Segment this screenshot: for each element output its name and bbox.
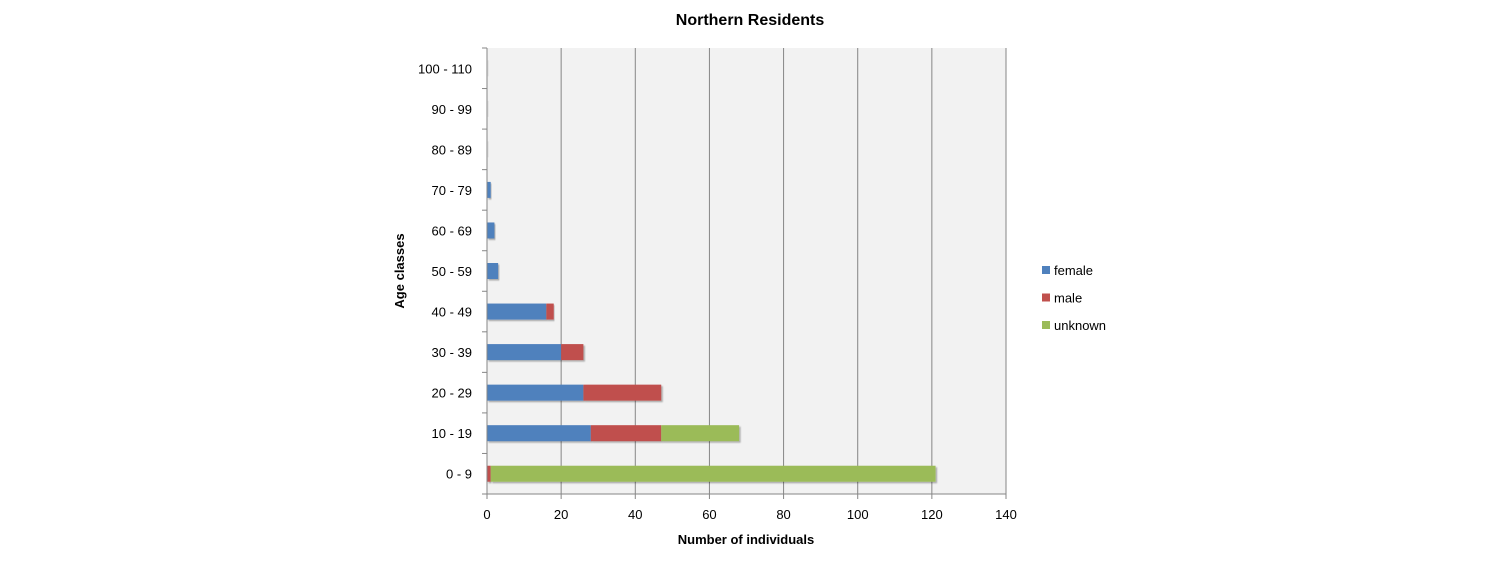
legend-swatch-unknown — [1042, 321, 1050, 329]
plot-area — [487, 48, 1006, 494]
y-tick-label: 10 - 19 — [432, 426, 472, 441]
bar-empty-8 — [487, 141, 489, 158]
x-tick-label: 120 — [921, 507, 943, 522]
x-tick-label: 40 — [628, 507, 642, 522]
chart-title: Northern Residents — [676, 12, 825, 29]
bar-empty-9 — [487, 100, 489, 117]
bar-male-3 — [561, 344, 584, 361]
bar-male-0 — [487, 465, 491, 482]
axes: 0 20 40 60 80 100 120 140 0 - 9 10 - 19 20 - 29 30 … — [418, 47, 1017, 522]
legend-label-unknown: unknown — [1054, 318, 1106, 333]
x-tick-label: 20 — [554, 507, 568, 522]
legend-swatch-male — [1042, 293, 1050, 302]
bar-male-1 — [590, 425, 662, 442]
x-axis-title: Number of individuals — [678, 532, 815, 547]
bar-female-1 — [487, 425, 591, 442]
x-tick-label: 140 — [995, 507, 1017, 522]
legend: female male unknown — [1042, 263, 1106, 333]
y-tick-label: 20 - 29 — [432, 386, 472, 401]
legend-swatch-female — [1042, 266, 1050, 274]
bar-female-2 — [487, 384, 584, 401]
y-tick-label: 90 - 99 — [432, 102, 472, 117]
y-tick-label: 70 - 79 — [432, 183, 472, 198]
x-tick-label: 0 — [483, 507, 490, 522]
legend-label-male: male — [1054, 291, 1082, 306]
y-tick-label: 30 - 39 — [432, 345, 472, 360]
bar-empty-10 — [487, 60, 489, 77]
x-tick-label: 60 — [702, 507, 716, 522]
x-tick-label: 100 — [847, 507, 869, 522]
y-axis-title: Age classes — [392, 233, 407, 308]
y-tick-label: 80 - 89 — [432, 142, 472, 157]
y-tick-label: 100 - 110 — [418, 61, 472, 76]
bar-female-6 — [487, 222, 495, 239]
y-tick-label: 50 - 59 — [432, 264, 472, 279]
bar-female-5 — [487, 263, 499, 279]
bar-female-4 — [487, 303, 547, 320]
bar-unknown-1 — [661, 425, 740, 442]
bar-female-7 — [487, 181, 491, 198]
gridlines — [560, 48, 1007, 494]
bar-male-2 — [583, 384, 662, 401]
legend-label-female: female — [1054, 263, 1093, 278]
y-tick-label: 60 - 69 — [432, 223, 472, 238]
bars — [487, 60, 936, 482]
y-tick-label: 0 - 9 — [446, 467, 472, 482]
bar-male-4 — [546, 303, 554, 320]
bar-female-3 — [487, 344, 562, 361]
bar-unknown-0 — [490, 465, 936, 482]
x-tick-label: 80 — [776, 507, 790, 522]
y-tick-label: 40 - 49 — [432, 305, 472, 320]
